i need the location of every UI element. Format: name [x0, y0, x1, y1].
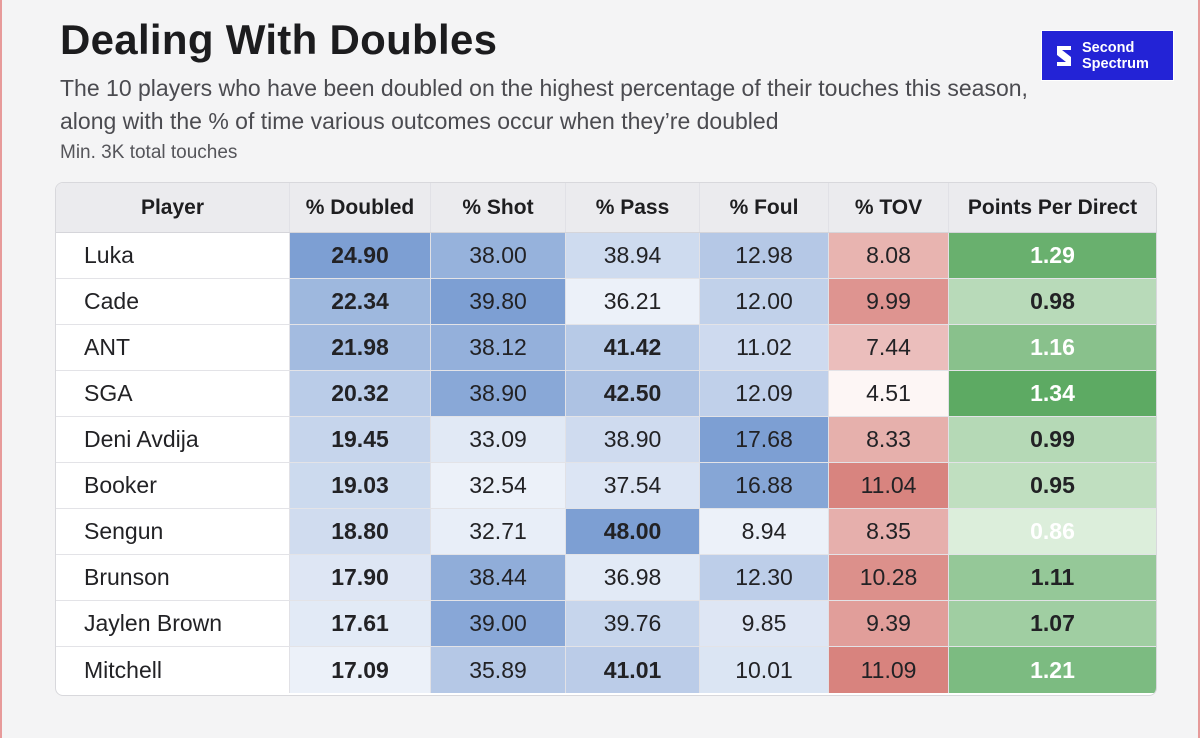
- cell-points-per-direct: 1.34: [949, 371, 1156, 416]
- cell-player: ANT: [56, 325, 290, 370]
- chart-title: Dealing With Doubles: [60, 16, 498, 63]
- cell-foul: 12.00: [700, 279, 829, 324]
- cell-pass: 39.76: [566, 601, 700, 646]
- cell-shot: 38.44: [431, 555, 566, 600]
- table-row: SGA 20.32 38.90 42.50 12.09 4.51 1.34: [56, 371, 1156, 417]
- cell-shot: 39.80: [431, 279, 566, 324]
- cell-pass: 36.21: [566, 279, 700, 324]
- cell-doubled: 24.90: [290, 233, 431, 278]
- cell-player: Brunson: [56, 555, 290, 600]
- logo-text-line1: Second: [1082, 39, 1135, 56]
- cell-player: Sengun: [56, 509, 290, 554]
- table-row: Cade 22.34 39.80 36.21 12.00 9.99 0.98: [56, 279, 1156, 325]
- cell-points-per-direct: 0.95: [949, 463, 1156, 508]
- header-foul: % Foul: [700, 183, 829, 232]
- cell-shot: 35.89: [431, 647, 566, 693]
- table-row: Mitchell 17.09 35.89 41.01 10.01 11.09 1.21: [56, 647, 1156, 693]
- header-tov: % TOV: [829, 183, 949, 232]
- header-points-per-direct: Points Per Direct: [967, 195, 1138, 219]
- cell-doubled: 20.32: [290, 371, 431, 416]
- cell-foul: 12.98: [700, 233, 829, 278]
- table-row: Booker 19.03 32.54 37.54 16.88 11.04 0.95: [56, 463, 1156, 509]
- header-shot: % Shot: [431, 183, 566, 232]
- header-doubled: % Doubled: [290, 183, 431, 232]
- table-row: Sengun 18.80 32.71 48.00 8.94 8.35 0.86: [56, 509, 1156, 555]
- table-body: Luka 24.90 38.00 38.94 12.98 8.08 1.29 Cade 22.3…: [56, 233, 1156, 693]
- chart-subtitle: The 10 players who have been doubled on …: [60, 75, 1028, 134]
- cell-shot: 39.00: [431, 601, 566, 646]
- cell-player: SGA: [56, 371, 290, 416]
- cell-points-per-direct: 1.11: [949, 555, 1156, 600]
- stats-table: Player % Doubled % Shot % Pass % Foul % …: [55, 182, 1157, 696]
- cell-points-per-direct: 1.07: [949, 601, 1156, 646]
- cell-points-per-direct: 0.86: [949, 509, 1156, 554]
- logo-text-line2: Spectrum: [1082, 55, 1149, 72]
- cell-points-per-direct: 1.16: [949, 325, 1156, 370]
- cell-pass: 41.01: [566, 647, 700, 693]
- cell-tov: 4.51: [829, 371, 949, 416]
- cell-pass: 37.54: [566, 463, 700, 508]
- table-row: Luka 24.90 38.00 38.94 12.98 8.08 1.29: [56, 233, 1156, 279]
- cell-player: Cade: [56, 279, 290, 324]
- cell-pass: 38.90: [566, 417, 700, 462]
- cell-player: Jaylen Brown: [56, 601, 290, 646]
- cell-points-per-direct: 0.98: [949, 279, 1156, 324]
- cell-doubled: 21.98: [290, 325, 431, 370]
- cell-player: Mitchell: [56, 647, 290, 693]
- cell-points-per-direct: 1.29: [949, 233, 1156, 278]
- cell-points-per-direct: 1.21: [949, 647, 1156, 693]
- cell-pass: 36.98: [566, 555, 700, 600]
- cell-foul: 16.88: [700, 463, 829, 508]
- cell-doubled: 17.61: [290, 601, 431, 646]
- cell-doubled: 22.34: [290, 279, 431, 324]
- cell-tov: 9.39: [829, 601, 949, 646]
- cell-foul: 9.85: [700, 601, 829, 646]
- cell-shot: 32.71: [431, 509, 566, 554]
- chart-note: Min. 3K total touches: [60, 142, 238, 163]
- cell-shot: 32.54: [431, 463, 566, 508]
- second-spectrum-logo: Second Spectrum: [1041, 30, 1174, 81]
- cell-player: Booker: [56, 463, 290, 508]
- cell-foul: 11.02: [700, 325, 829, 370]
- cell-doubled: 17.90: [290, 555, 431, 600]
- cell-pass: 42.50: [566, 371, 700, 416]
- header-player: Player: [56, 183, 290, 232]
- cell-foul: 12.09: [700, 371, 829, 416]
- cell-shot: 33.09: [431, 417, 566, 462]
- cell-tov: 7.44: [829, 325, 949, 370]
- cell-tov: 10.28: [829, 555, 949, 600]
- cell-doubled: 18.80: [290, 509, 431, 554]
- cell-tov: 9.99: [829, 279, 949, 324]
- cell-foul: 12.30: [700, 555, 829, 600]
- cell-tov: 8.35: [829, 509, 949, 554]
- table-row: Deni Avdija 19.45 33.09 38.90 17.68 8.33 0.99: [56, 417, 1156, 463]
- cell-pass: 41.42: [566, 325, 700, 370]
- table-row: Brunson 17.90 38.44 36.98 12.30 10.28 1.11: [56, 555, 1156, 601]
- table-row: ANT 21.98 38.12 41.42 11.02 7.44 1.16: [56, 325, 1156, 371]
- cell-foul: 10.01: [700, 647, 829, 693]
- cell-player: Luka: [56, 233, 290, 278]
- cell-tov: 11.09: [829, 647, 949, 693]
- cell-foul: 8.94: [700, 509, 829, 554]
- cell-foul: 17.68: [700, 417, 829, 462]
- cell-doubled: 19.03: [290, 463, 431, 508]
- cell-shot: 38.90: [431, 371, 566, 416]
- header-pass: % Pass: [566, 183, 700, 232]
- cell-tov: 8.33: [829, 417, 949, 462]
- cell-points-per-direct: 0.99: [949, 417, 1156, 462]
- cell-doubled: 17.09: [290, 647, 431, 693]
- table-header-row: Player % Doubled % Shot % Pass % Foul % …: [56, 183, 1156, 233]
- cell-shot: 38.12: [431, 325, 566, 370]
- cell-tov: 8.08: [829, 233, 949, 278]
- second-spectrum-logo-icon: [1057, 45, 1071, 66]
- table-row: Jaylen Brown 17.61 39.00 39.76 9.85 9.39 1.07: [56, 601, 1156, 647]
- cell-pass: 48.00: [566, 509, 700, 554]
- cell-player: Deni Avdija: [56, 417, 290, 462]
- cell-pass: 38.94: [566, 233, 700, 278]
- cell-shot: 38.00: [431, 233, 566, 278]
- cell-tov: 11.04: [829, 463, 949, 508]
- cell-doubled: 19.45: [290, 417, 431, 462]
